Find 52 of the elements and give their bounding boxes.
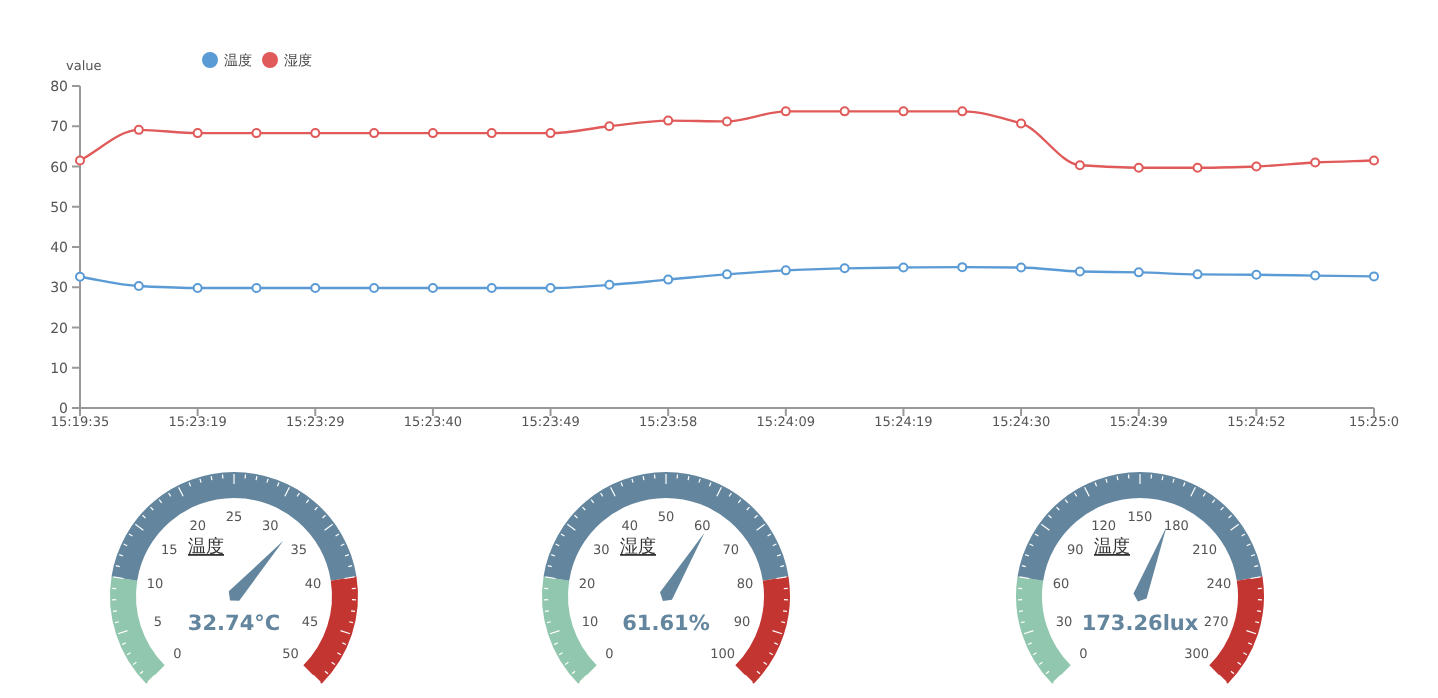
point [427, 283, 438, 294]
point [957, 106, 968, 117]
point [898, 262, 909, 273]
point [486, 283, 497, 294]
point [369, 283, 380, 294]
point [133, 124, 144, 135]
point [251, 128, 262, 139]
point [1251, 269, 1262, 280]
text: 温度 [1094, 536, 1130, 558]
point [192, 283, 203, 294]
point [1192, 162, 1203, 173]
point [1310, 157, 1321, 168]
point [486, 128, 497, 139]
point [133, 281, 144, 292]
text: 湿度 [620, 536, 656, 558]
point [780, 106, 791, 117]
point [957, 262, 968, 273]
point [75, 155, 85, 166]
text: 32.74°C [187, 612, 281, 636]
point [1074, 160, 1085, 171]
point [1369, 155, 1379, 166]
point [1310, 270, 1321, 281]
point [839, 106, 850, 117]
point [192, 128, 203, 139]
point [1016, 262, 1027, 273]
point [1133, 267, 1144, 278]
text: 温度 [188, 536, 224, 558]
text: 173.26lux [1081, 612, 1199, 636]
point [75, 271, 85, 282]
point [251, 283, 262, 294]
point [1016, 118, 1027, 129]
point [839, 263, 850, 274]
point [1369, 271, 1379, 282]
point [369, 128, 380, 139]
point [427, 128, 438, 139]
point [1192, 269, 1203, 280]
point [722, 269, 732, 280]
point [310, 128, 321, 139]
point [604, 121, 615, 132]
point [898, 106, 909, 117]
point [1251, 161, 1262, 172]
point [780, 265, 791, 276]
point [722, 116, 732, 127]
point [310, 283, 321, 294]
point [604, 279, 615, 290]
point [663, 115, 674, 126]
point [1133, 162, 1144, 173]
point [545, 128, 556, 139]
point [545, 283, 556, 294]
point [663, 274, 674, 285]
point [1074, 266, 1085, 277]
text: 61.61% [622, 612, 711, 636]
